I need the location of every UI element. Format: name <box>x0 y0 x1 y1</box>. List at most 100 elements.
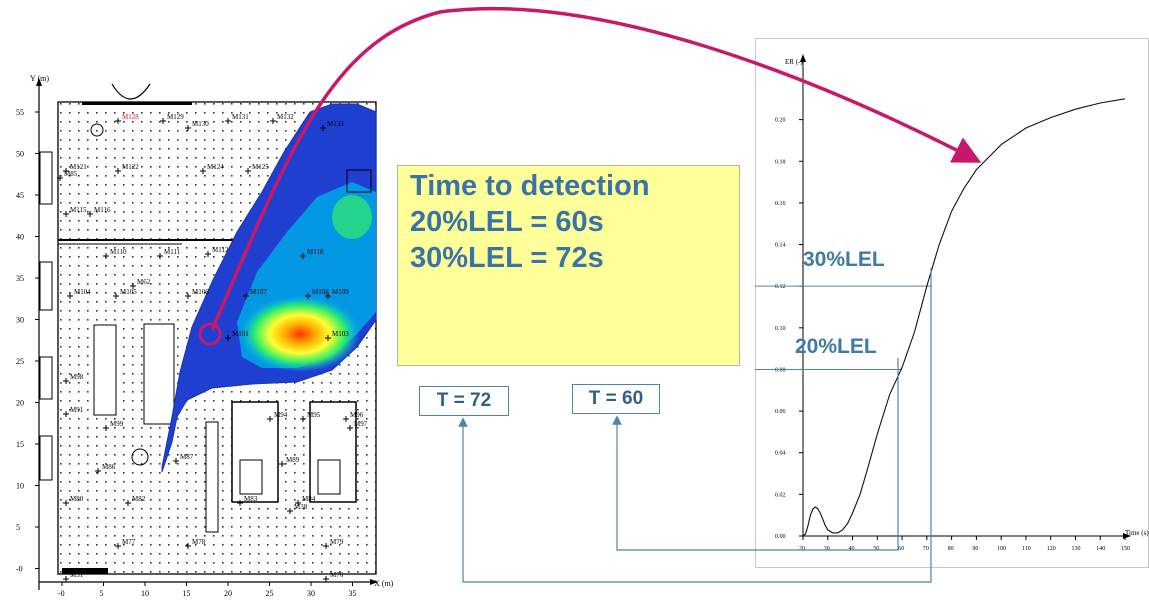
highlighted-sensor-ring <box>198 322 222 346</box>
sensor-label: M98 <box>70 373 84 381</box>
map-x-tick-label: 20 <box>224 589 232 598</box>
sensor-marker: M105 <box>113 288 137 299</box>
chart-x-tick-label: 40 <box>849 546 855 552</box>
chart-x-tick-label: 120 <box>1047 546 1056 552</box>
sensor-label: M82 <box>132 495 146 503</box>
sensor-marker: M104 <box>67 288 91 299</box>
map-y-tick-label: 5 <box>16 523 20 532</box>
sensor-marker: M91 <box>63 406 84 417</box>
sensor-marker: M85 <box>57 170 78 181</box>
chart-x-tick-label: 150 <box>1121 546 1130 552</box>
chart-y-tick-label: 0.02 <box>775 492 786 498</box>
map-y-tick-label: -0 <box>16 565 23 574</box>
map-x-tick-label: 25 <box>266 589 274 598</box>
sensor-marker: M84 <box>295 495 316 506</box>
chart-x-tick-label: 140 <box>1096 546 1105 552</box>
sensor-label: M80 <box>70 495 84 503</box>
info-title: Time to detection <box>410 170 650 202</box>
info-line-30lel: 30%LEL = 72s <box>410 242 604 274</box>
map-y-tick-label: 30 <box>16 316 24 325</box>
sensor-label: M86 <box>102 463 116 471</box>
sensor-label: M96 <box>350 411 364 419</box>
sensor-marker: M87 <box>173 453 194 464</box>
sensor-label: M107 <box>250 288 267 296</box>
map-y-tick-label: 40 <box>16 233 24 242</box>
sensor-marker: M106 <box>185 288 209 299</box>
map-y-tick-label: 15 <box>16 440 24 449</box>
sensor-marker: M79 <box>323 538 344 549</box>
facility-map: Y (m) X (m) 55 50 45 40 35 30 25 20 15 10 5 -0 -0 5 1… <box>16 74 394 598</box>
sensor-marker: M38 <box>287 503 308 514</box>
chart-x-tick-label: 60 <box>898 546 904 552</box>
map-y-tick-label: 10 <box>16 482 24 491</box>
sensor-marker: M78 <box>185 538 206 549</box>
sensor-label: M77 <box>122 538 136 546</box>
sensor-label: M118 <box>307 248 324 256</box>
detection-info-box: Time to detection 20%LEL = 60s 30%LEL = … <box>397 165 740 366</box>
chart-x-tick-label: 100 <box>997 546 1006 552</box>
map-y-tick-label: 20 <box>16 399 24 408</box>
map-x-tick-label: 30 <box>307 589 315 598</box>
sensor-marker: M98 <box>63 373 84 384</box>
sensor-label: M99 <box>110 420 124 428</box>
sensor-label: M97 <box>354 420 368 428</box>
label-20lel: 20%LEL <box>795 335 877 358</box>
map-x-tick-label: 5 <box>100 589 104 598</box>
time-box-72: T = 72 <box>419 386 509 416</box>
sensor-label: M131 <box>232 113 249 121</box>
sensor-label: M108 <box>312 288 329 296</box>
chart-x-tick-label: 50 <box>873 546 879 552</box>
sensor-marker: M89 <box>279 456 300 467</box>
map-y-tick-label: 50 <box>16 150 24 159</box>
map-y-tick-label: 55 <box>16 108 24 117</box>
map-y-tick-label: 45 <box>16 191 24 200</box>
chart-y-tick-label: 0.14 <box>775 243 786 249</box>
chart-y-tick-label: 0.00 <box>775 534 786 540</box>
sensor-label: M133 <box>327 120 344 128</box>
sensor-label: M111 <box>164 248 181 256</box>
sensor-label: M79 <box>330 538 344 546</box>
sensor-marker: M97 <box>347 420 368 431</box>
sensor-marker: M62 <box>130 278 151 289</box>
map-y-tick-label: 35 <box>16 274 24 283</box>
sensor-label: M112 <box>212 246 229 254</box>
sensor-marker: M99 <box>103 420 124 431</box>
map-x-ticks: -0 5 10 15 20 25 30 35 <box>58 582 357 598</box>
map-y-ticks: 55 50 45 40 35 30 25 20 15 10 5 -0 <box>16 108 39 574</box>
sensor-label: M109 <box>332 288 349 296</box>
map-x-tick-label: 35 <box>349 589 357 598</box>
sensor-label: M106 <box>192 288 209 296</box>
chart-y-tick-label: 0.04 <box>775 451 786 457</box>
chart-x-tick-label: 70 <box>923 546 929 552</box>
er-chart: ER (-) Time (s) 0.00 0.02 0.04 0.06 0.08 0.10… <box>755 38 1149 568</box>
sensor-marker: M110 <box>103 248 127 259</box>
sensor-label: M110 <box>110 248 127 256</box>
sensor-marker: M80 <box>63 495 84 506</box>
chart-y-axis-label: ER (-) <box>785 58 803 66</box>
chart-x-tick-label: 130 <box>1071 546 1080 552</box>
map-x-axis-label: X (m) <box>374 579 394 588</box>
label-30lel: 30%LEL <box>803 248 885 271</box>
sensor-marker: M130 <box>185 120 209 131</box>
sensor-label: M128 <box>122 113 139 121</box>
chart-y-tick-label: 0.18 <box>775 159 786 165</box>
sensor-marker: M115 <box>63 206 87 217</box>
chart-y-tick-label: 0.10 <box>775 326 786 332</box>
sensor-label: M38 <box>294 503 308 511</box>
sensor-label: M76 <box>330 571 344 579</box>
sensor-label: M122 <box>122 163 139 171</box>
sensor-marker: M77 <box>115 538 136 549</box>
sensor-marker: M83 <box>237 495 258 506</box>
sensor-marker: M103 <box>325 330 349 341</box>
sensor-label: M84 <box>302 495 316 503</box>
map-x-tick-label: 10 <box>141 589 149 598</box>
sensor-label: M94 <box>274 411 288 419</box>
sensor-label: M101 <box>232 330 249 338</box>
sensor-label: M85 <box>64 170 78 178</box>
sensor-label: M103 <box>332 330 349 338</box>
sensor-label: M89 <box>286 456 300 464</box>
sensor-label: M87 <box>180 453 194 461</box>
sensor-label: M78 <box>192 538 206 546</box>
sensor-marker: M111 <box>157 248 181 259</box>
sensor-marker: M128 <box>115 113 139 124</box>
